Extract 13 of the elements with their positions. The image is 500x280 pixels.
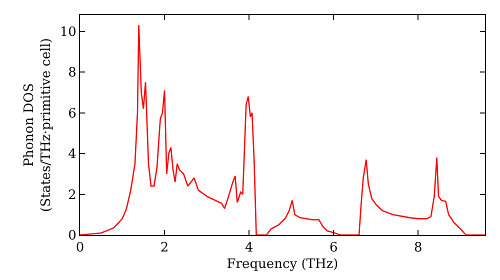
y-tick-label: 6: [68, 106, 76, 122]
y-tick-label: 0: [68, 228, 76, 244]
y-tick-label: 8: [68, 66, 76, 81]
line-series: [80, 24, 485, 235]
y-tick-label: 2: [68, 188, 76, 203]
y-tick-label: 4: [68, 147, 76, 162]
x-tick-label: 8: [414, 240, 422, 256]
y-axis-title: Phonon DOS (States/THz·primitive cell): [22, 38, 54, 212]
x-tick-label: 6: [330, 240, 338, 256]
x-tick-label: 2: [160, 240, 169, 256]
y-tick-label: 10: [60, 24, 76, 40]
x-axis-title: Frequency (THz): [226, 257, 338, 272]
x-tick-label: 4: [244, 240, 254, 256]
